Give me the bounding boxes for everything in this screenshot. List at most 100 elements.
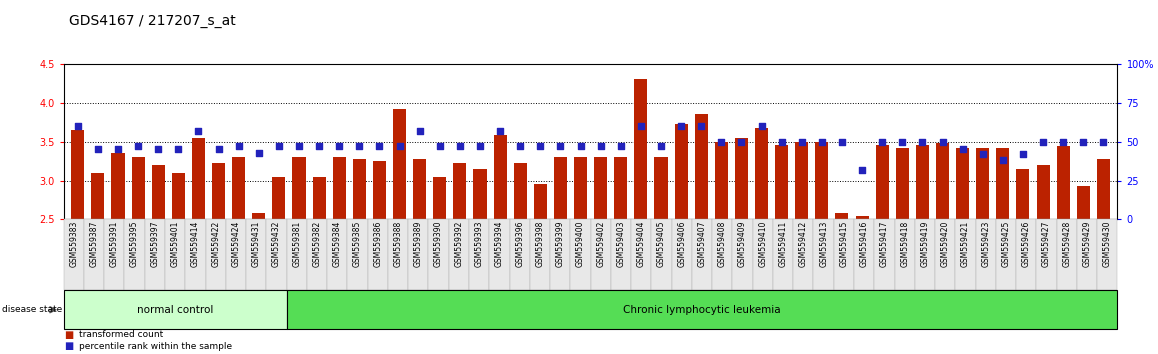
- Point: [270, 143, 288, 149]
- Text: GSM559427: GSM559427: [1042, 221, 1051, 267]
- Text: GSM559420: GSM559420: [940, 221, 950, 267]
- Point: [68, 123, 87, 129]
- Point: [833, 139, 851, 144]
- Text: GSM559401: GSM559401: [170, 221, 179, 267]
- Bar: [735, 138, 748, 219]
- Text: disease state: disease state: [2, 305, 63, 314]
- Point: [532, 143, 550, 149]
- Bar: [574, 157, 587, 219]
- Bar: [1056, 146, 1070, 219]
- Text: ■: ■: [64, 330, 73, 339]
- Text: GSM559385: GSM559385: [353, 221, 362, 267]
- Point: [813, 139, 831, 144]
- Text: GSM559422: GSM559422: [211, 221, 220, 267]
- Bar: [654, 157, 667, 219]
- Point: [792, 139, 811, 144]
- Bar: [272, 177, 285, 219]
- Text: GSM559413: GSM559413: [819, 221, 828, 267]
- Text: GSM559412: GSM559412: [799, 221, 808, 267]
- Text: GSM559429: GSM559429: [1083, 221, 1092, 267]
- Bar: [775, 145, 789, 219]
- Bar: [614, 157, 628, 219]
- Text: GDS4167 / 217207_s_at: GDS4167 / 217207_s_at: [69, 14, 236, 28]
- Point: [852, 167, 871, 172]
- Text: ■: ■: [64, 341, 73, 351]
- Bar: [554, 157, 567, 219]
- Bar: [1036, 165, 1049, 219]
- Bar: [393, 109, 406, 219]
- Text: percentile rank within the sample: percentile rank within the sample: [79, 342, 232, 351]
- Point: [1054, 139, 1072, 144]
- Bar: [171, 173, 185, 219]
- Text: GSM559404: GSM559404: [637, 221, 646, 267]
- Point: [149, 147, 168, 152]
- Text: GSM559398: GSM559398: [535, 221, 544, 267]
- Point: [974, 151, 992, 157]
- Bar: [212, 164, 225, 219]
- Bar: [594, 157, 607, 219]
- Bar: [152, 165, 164, 219]
- Text: GSM559424: GSM559424: [232, 221, 241, 267]
- Text: GSM559409: GSM559409: [738, 221, 747, 267]
- Bar: [534, 184, 547, 219]
- Point: [631, 123, 650, 129]
- Text: GSM559411: GSM559411: [778, 221, 787, 267]
- Text: GSM559397: GSM559397: [151, 221, 160, 267]
- Text: GSM559390: GSM559390: [434, 221, 444, 267]
- Point: [1034, 139, 1053, 144]
- Point: [470, 143, 489, 149]
- Point: [873, 139, 892, 144]
- Text: GSM559395: GSM559395: [130, 221, 139, 267]
- Bar: [1017, 169, 1029, 219]
- Bar: [332, 157, 346, 219]
- Bar: [433, 177, 446, 219]
- Bar: [514, 164, 527, 219]
- Bar: [936, 143, 950, 219]
- Bar: [111, 153, 125, 219]
- Bar: [755, 127, 768, 219]
- Text: normal control: normal control: [137, 305, 213, 315]
- Text: GSM559421: GSM559421: [961, 221, 970, 267]
- Text: Chronic lymphocytic leukemia: Chronic lymphocytic leukemia: [623, 305, 780, 315]
- Text: GSM559393: GSM559393: [475, 221, 484, 267]
- Text: GSM559425: GSM559425: [1002, 221, 1011, 267]
- Text: GSM559414: GSM559414: [191, 221, 200, 267]
- Point: [692, 123, 711, 129]
- Text: GSM559384: GSM559384: [332, 221, 342, 267]
- Point: [350, 143, 368, 149]
- Point: [390, 143, 409, 149]
- Bar: [353, 159, 366, 219]
- Bar: [293, 157, 306, 219]
- Bar: [1077, 186, 1090, 219]
- Text: GSM559388: GSM559388: [394, 221, 403, 267]
- Bar: [493, 135, 506, 219]
- Bar: [72, 130, 85, 219]
- Point: [732, 139, 750, 144]
- Bar: [132, 157, 145, 219]
- Point: [249, 150, 267, 155]
- Bar: [714, 142, 728, 219]
- Point: [893, 139, 911, 144]
- Point: [652, 143, 670, 149]
- Point: [712, 139, 731, 144]
- Point: [229, 143, 248, 149]
- Text: GSM559428: GSM559428: [1062, 221, 1071, 267]
- Text: GSM559403: GSM559403: [616, 221, 625, 267]
- Point: [571, 143, 589, 149]
- Point: [491, 128, 510, 133]
- Text: GSM559382: GSM559382: [313, 221, 322, 267]
- Point: [450, 143, 469, 149]
- Bar: [996, 148, 1010, 219]
- Text: GSM559431: GSM559431: [251, 221, 261, 267]
- Point: [772, 139, 791, 144]
- Bar: [91, 173, 104, 219]
- Text: GSM559432: GSM559432: [272, 221, 281, 267]
- Point: [994, 158, 1012, 163]
- Point: [914, 139, 932, 144]
- Point: [290, 143, 308, 149]
- Text: GSM559415: GSM559415: [840, 221, 849, 267]
- Point: [330, 143, 349, 149]
- Text: GSM559419: GSM559419: [921, 221, 930, 267]
- Text: GSM559416: GSM559416: [859, 221, 868, 267]
- Text: GSM559430: GSM559430: [1102, 221, 1112, 267]
